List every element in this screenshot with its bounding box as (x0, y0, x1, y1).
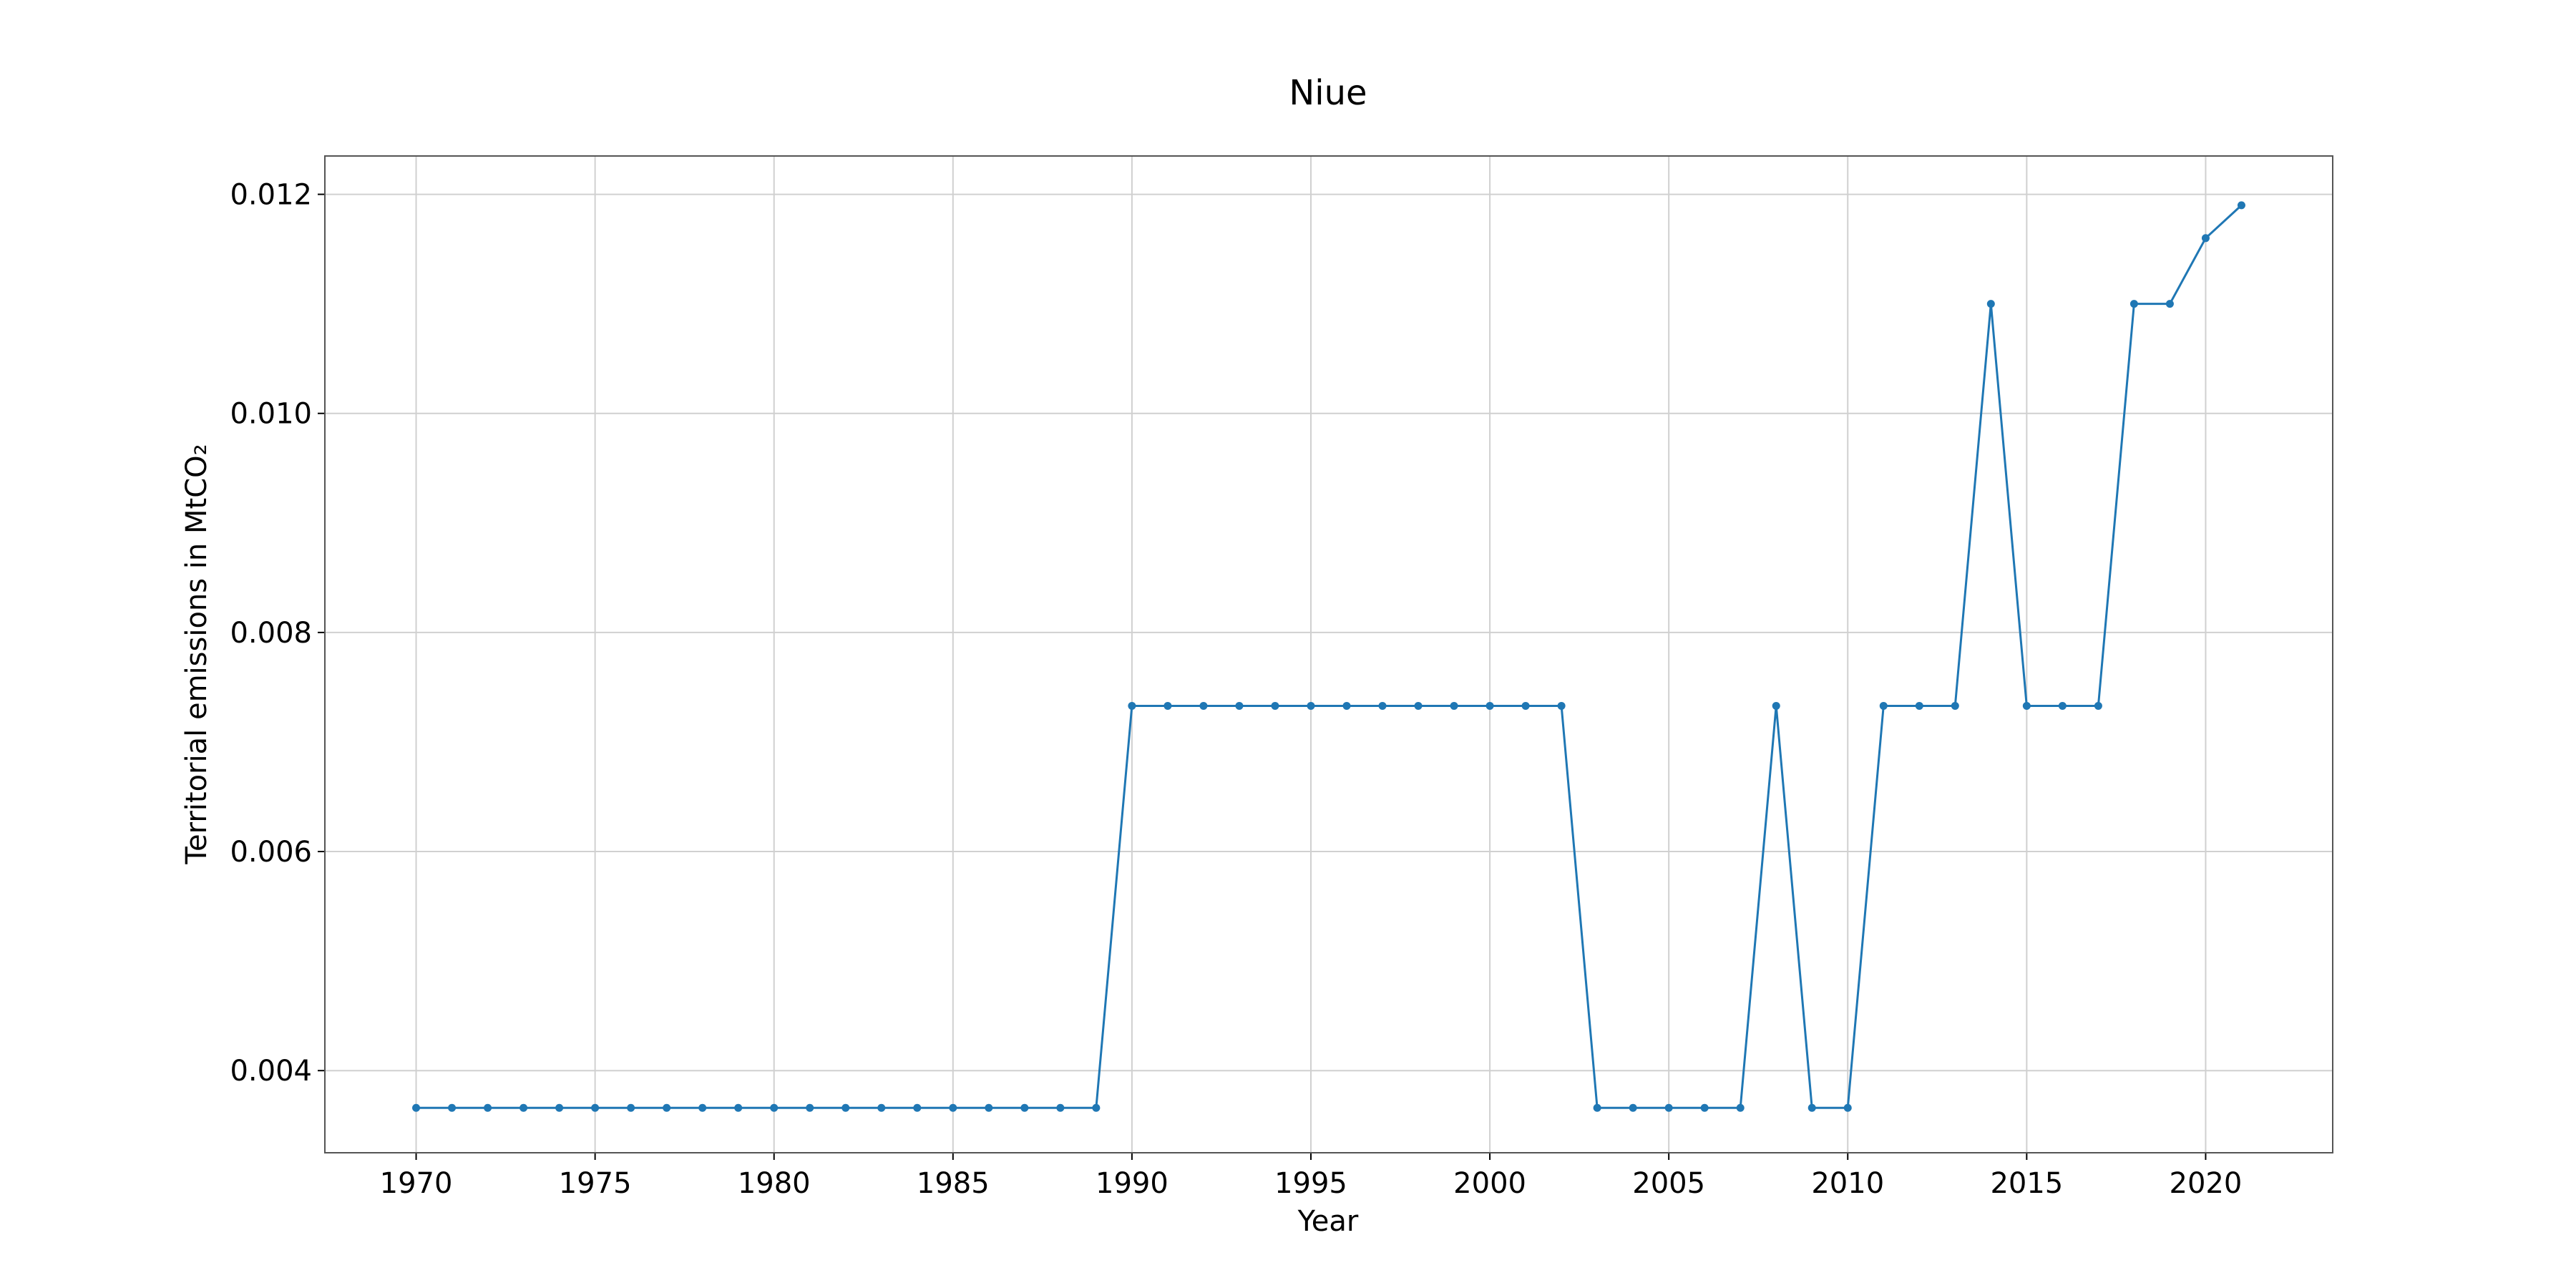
series-layer (412, 201, 2245, 1112)
data-point (591, 1103, 600, 1112)
data-point (1843, 1103, 1852, 1112)
x-tick-label: 2005 (1632, 1167, 1705, 1200)
data-point (519, 1103, 528, 1112)
data-point (1414, 701, 1423, 710)
grid (325, 156, 2333, 1153)
data-point (1521, 701, 1530, 710)
y-tick-label: 0.012 (230, 179, 312, 212)
data-point (1915, 701, 1923, 710)
data-point (1163, 701, 1172, 710)
data-point (1879, 701, 1888, 710)
data-point (1485, 701, 1494, 710)
data-point (1736, 1103, 1745, 1112)
data-point (698, 1103, 707, 1112)
plot-frame (324, 155, 2333, 1153)
chart-title: Niue (1289, 73, 1367, 113)
data-point (1056, 1103, 1065, 1112)
axis-ticks: 1970 1975 1980 1985 1990 1995 2000 2005 2010 2015… (230, 179, 2242, 1200)
data-point (663, 1103, 671, 1112)
x-tick-label: 2020 (2170, 1167, 2243, 1200)
data-point (2201, 234, 2210, 243)
data-point (1271, 701, 1279, 710)
data-point (985, 1103, 993, 1112)
x-tick-label: 2010 (1811, 1167, 1884, 1200)
data-point (1629, 1103, 1637, 1112)
y-tick-label: 0.004 (230, 1055, 312, 1088)
x-tick-label: 1975 (559, 1167, 632, 1200)
data-point (734, 1103, 743, 1112)
data-point (2129, 300, 2138, 308)
y-tick-label: 0.010 (230, 398, 312, 431)
data-point (1951, 701, 1959, 710)
x-tick-label: 2000 (1453, 1167, 1526, 1200)
data-point (2237, 201, 2245, 210)
data-point (1020, 1103, 1029, 1112)
data-point (1450, 701, 1458, 710)
y-axis-label: Territorial emissions in MtCO₂ (180, 444, 213, 864)
data-point (448, 1103, 457, 1112)
data-point (1557, 701, 1566, 710)
data-point (2094, 701, 2102, 710)
x-tick-label: 2015 (1990, 1167, 2063, 1200)
y-tick-label: 0.008 (230, 617, 312, 650)
data-point (877, 1103, 886, 1112)
data-point (913, 1103, 922, 1112)
data-point (1235, 701, 1244, 710)
x-tick-label: 1980 (738, 1167, 811, 1200)
data-point (770, 1103, 779, 1112)
x-axis-label: Year (1297, 1205, 1359, 1238)
data-point (1128, 701, 1136, 710)
data-point (1092, 1103, 1101, 1112)
data-point (806, 1103, 814, 1112)
data-point (1307, 701, 1315, 710)
data-point (949, 1103, 957, 1112)
series-line (416, 204, 2243, 1109)
data-point (1199, 701, 1208, 710)
data-point (841, 1103, 850, 1112)
data-point (412, 1103, 421, 1112)
data-point (2165, 300, 2174, 308)
data-point (1593, 1103, 1601, 1112)
data-point (1772, 701, 1780, 710)
data-point (2058, 701, 2067, 710)
data-point (484, 1103, 492, 1112)
data-point (627, 1103, 635, 1112)
x-tick-label: 1985 (917, 1167, 990, 1200)
data-point (1807, 1103, 1816, 1112)
x-tick-label: 1970 (380, 1167, 453, 1200)
x-tick-label: 1995 (1274, 1167, 1347, 1200)
data-point (1378, 701, 1387, 710)
data-point (1986, 300, 1995, 308)
data-point (1700, 1103, 1709, 1112)
x-tick-label: 1990 (1096, 1167, 1169, 1200)
data-point (1342, 701, 1351, 710)
data-point (555, 1103, 564, 1112)
data-point (1664, 1103, 1673, 1112)
y-tick-label: 0.006 (230, 836, 312, 869)
data-point (2022, 701, 2031, 710)
